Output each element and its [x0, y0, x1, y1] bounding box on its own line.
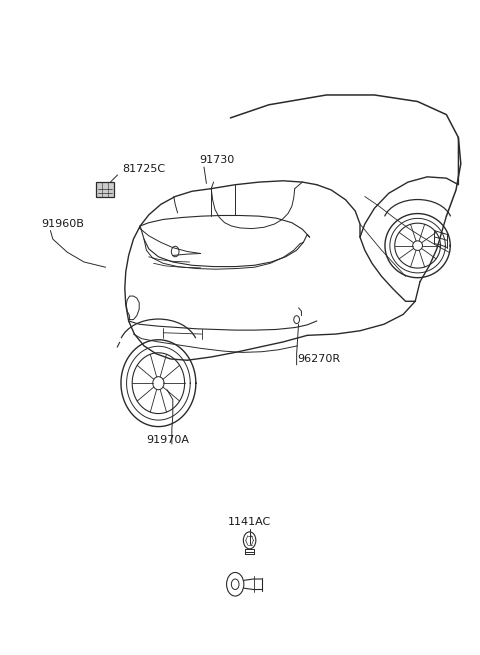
- Text: 81725C: 81725C: [122, 164, 166, 174]
- Polygon shape: [96, 182, 114, 196]
- Text: 1141AC: 1141AC: [228, 517, 271, 527]
- Text: 91970A: 91970A: [146, 436, 190, 445]
- Text: 91960B: 91960B: [41, 219, 84, 229]
- Text: 96270R: 96270R: [298, 354, 341, 364]
- Text: 91730: 91730: [199, 155, 234, 165]
